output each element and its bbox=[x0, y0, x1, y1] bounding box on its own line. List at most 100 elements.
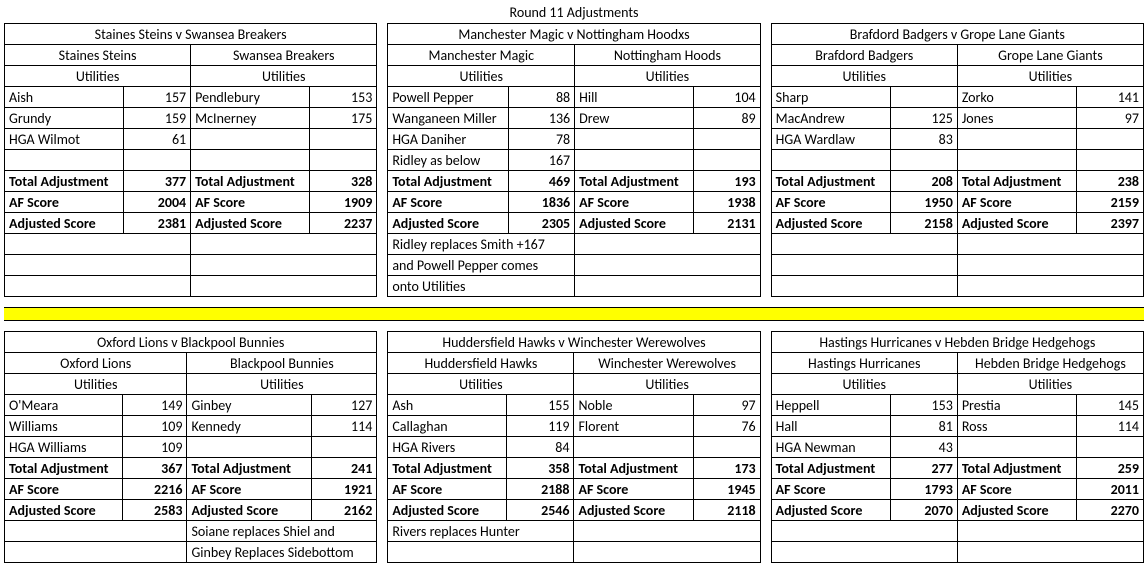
note-cell bbox=[957, 234, 1143, 255]
util-score: 159 bbox=[124, 108, 191, 129]
total-label: Adjusted Score bbox=[771, 213, 890, 234]
util-player: Hill bbox=[575, 87, 694, 108]
match-table: Huddersfield Hawks v Winchester Werewolv… bbox=[387, 331, 760, 563]
total-value: 2118 bbox=[693, 500, 760, 521]
match-title: Oxford Lions v Blackpool Bunnies bbox=[5, 332, 377, 353]
util-player: Williams bbox=[5, 416, 123, 437]
util-score: 104 bbox=[694, 87, 761, 108]
total-label: Adjusted Score bbox=[957, 213, 1076, 234]
utilities-header: Utilities bbox=[957, 66, 1143, 87]
total-label: Adjusted Score bbox=[957, 500, 1076, 521]
total-value: 2237 bbox=[310, 213, 377, 234]
util-score: 145 bbox=[1076, 395, 1143, 416]
total-label: Total Adjustment bbox=[191, 171, 310, 192]
util-score: 78 bbox=[508, 129, 575, 150]
util-score: 127 bbox=[312, 395, 377, 416]
util-score bbox=[694, 150, 761, 171]
note-cell bbox=[574, 521, 760, 542]
utilities-header: Utilities bbox=[388, 66, 575, 87]
util-score: 109 bbox=[123, 437, 187, 458]
note-cell bbox=[5, 255, 191, 276]
util-player: HGA Newman bbox=[771, 437, 890, 458]
total-value: 1836 bbox=[508, 192, 575, 213]
total-value: 367 bbox=[123, 458, 187, 479]
util-score: 88 bbox=[508, 87, 575, 108]
util-score bbox=[693, 437, 760, 458]
util-player: Ross bbox=[957, 416, 1076, 437]
util-player: HGA Daniher bbox=[388, 129, 508, 150]
util-score: 119 bbox=[507, 416, 574, 437]
util-player bbox=[187, 437, 312, 458]
util-player: Aish bbox=[5, 87, 124, 108]
total-label: Total Adjustment bbox=[187, 458, 312, 479]
utilities-header: Utilities bbox=[5, 374, 187, 395]
total-label: AF Score bbox=[187, 479, 312, 500]
total-label: AF Score bbox=[5, 192, 124, 213]
total-label: AF Score bbox=[957, 192, 1076, 213]
util-score bbox=[1076, 129, 1143, 150]
total-label: Adjusted Score bbox=[191, 213, 310, 234]
util-player bbox=[957, 150, 1076, 171]
util-player: Sharp bbox=[771, 87, 890, 108]
total-value: 2070 bbox=[890, 500, 957, 521]
util-score: 136 bbox=[508, 108, 575, 129]
note-cell bbox=[957, 542, 1143, 563]
util-score: 76 bbox=[693, 416, 760, 437]
util-player: Callaghan bbox=[388, 416, 507, 437]
note-cell bbox=[771, 276, 957, 297]
util-player: McInerney bbox=[191, 108, 310, 129]
util-player bbox=[191, 150, 310, 171]
total-value: 2381 bbox=[124, 213, 191, 234]
match-title: Brafdord Badgers v Grope Lane Giants bbox=[771, 24, 1143, 45]
team-a-name: Brafdord Badgers bbox=[771, 45, 957, 66]
util-score bbox=[890, 150, 957, 171]
total-label: AF Score bbox=[5, 479, 123, 500]
match-title: Huddersfield Hawks v Winchester Werewolv… bbox=[388, 332, 760, 353]
total-value: 1950 bbox=[890, 192, 957, 213]
total-value: 377 bbox=[124, 171, 191, 192]
util-player bbox=[575, 150, 694, 171]
util-score bbox=[890, 87, 957, 108]
total-label: Total Adjustment bbox=[957, 458, 1076, 479]
util-score bbox=[694, 129, 761, 150]
util-player: Noble bbox=[574, 395, 693, 416]
util-player bbox=[5, 150, 124, 171]
total-label: AF Score bbox=[575, 192, 694, 213]
util-player: Ginbey bbox=[187, 395, 312, 416]
note-cell bbox=[5, 234, 191, 255]
utilities-header: Utilities bbox=[771, 374, 957, 395]
total-value: 2397 bbox=[1076, 213, 1143, 234]
util-score bbox=[310, 129, 377, 150]
util-score: 84 bbox=[507, 437, 574, 458]
util-score: 81 bbox=[890, 416, 957, 437]
total-label: Total Adjustment bbox=[5, 171, 124, 192]
util-player: Heppell bbox=[771, 395, 890, 416]
team-b-name: Grope Lane Giants bbox=[957, 45, 1143, 66]
util-score: 141 bbox=[1076, 87, 1143, 108]
total-label: AF Score bbox=[388, 192, 508, 213]
total-value: 2162 bbox=[312, 500, 377, 521]
team-a-name: Hastings Hurricanes bbox=[771, 353, 957, 374]
util-player: Ash bbox=[388, 395, 507, 416]
util-score: 153 bbox=[890, 395, 957, 416]
team-b-name: Winchester Werewolves bbox=[574, 353, 760, 374]
util-player: Kennedy bbox=[187, 416, 312, 437]
util-score: 97 bbox=[693, 395, 760, 416]
total-label: Adjusted Score bbox=[771, 500, 890, 521]
total-value: 2270 bbox=[1076, 500, 1143, 521]
total-value: 358 bbox=[507, 458, 574, 479]
team-b-name: Swansea Breakers bbox=[191, 45, 377, 66]
util-score: 155 bbox=[507, 395, 574, 416]
total-label: Adjusted Score bbox=[575, 213, 694, 234]
utilities-header: Utilities bbox=[191, 66, 377, 87]
total-label: AF Score bbox=[574, 479, 693, 500]
note-cell bbox=[771, 255, 957, 276]
note-cell bbox=[388, 542, 574, 563]
util-score: 97 bbox=[1076, 108, 1143, 129]
total-value: 2004 bbox=[124, 192, 191, 213]
util-player: HGA Wilmot bbox=[5, 129, 124, 150]
match-table: Hastings Hurricanes v Hebden Bridge Hedg… bbox=[771, 331, 1144, 563]
team-a-name: Oxford Lions bbox=[5, 353, 187, 374]
total-label: Total Adjustment bbox=[5, 458, 123, 479]
util-player: Hall bbox=[771, 416, 890, 437]
